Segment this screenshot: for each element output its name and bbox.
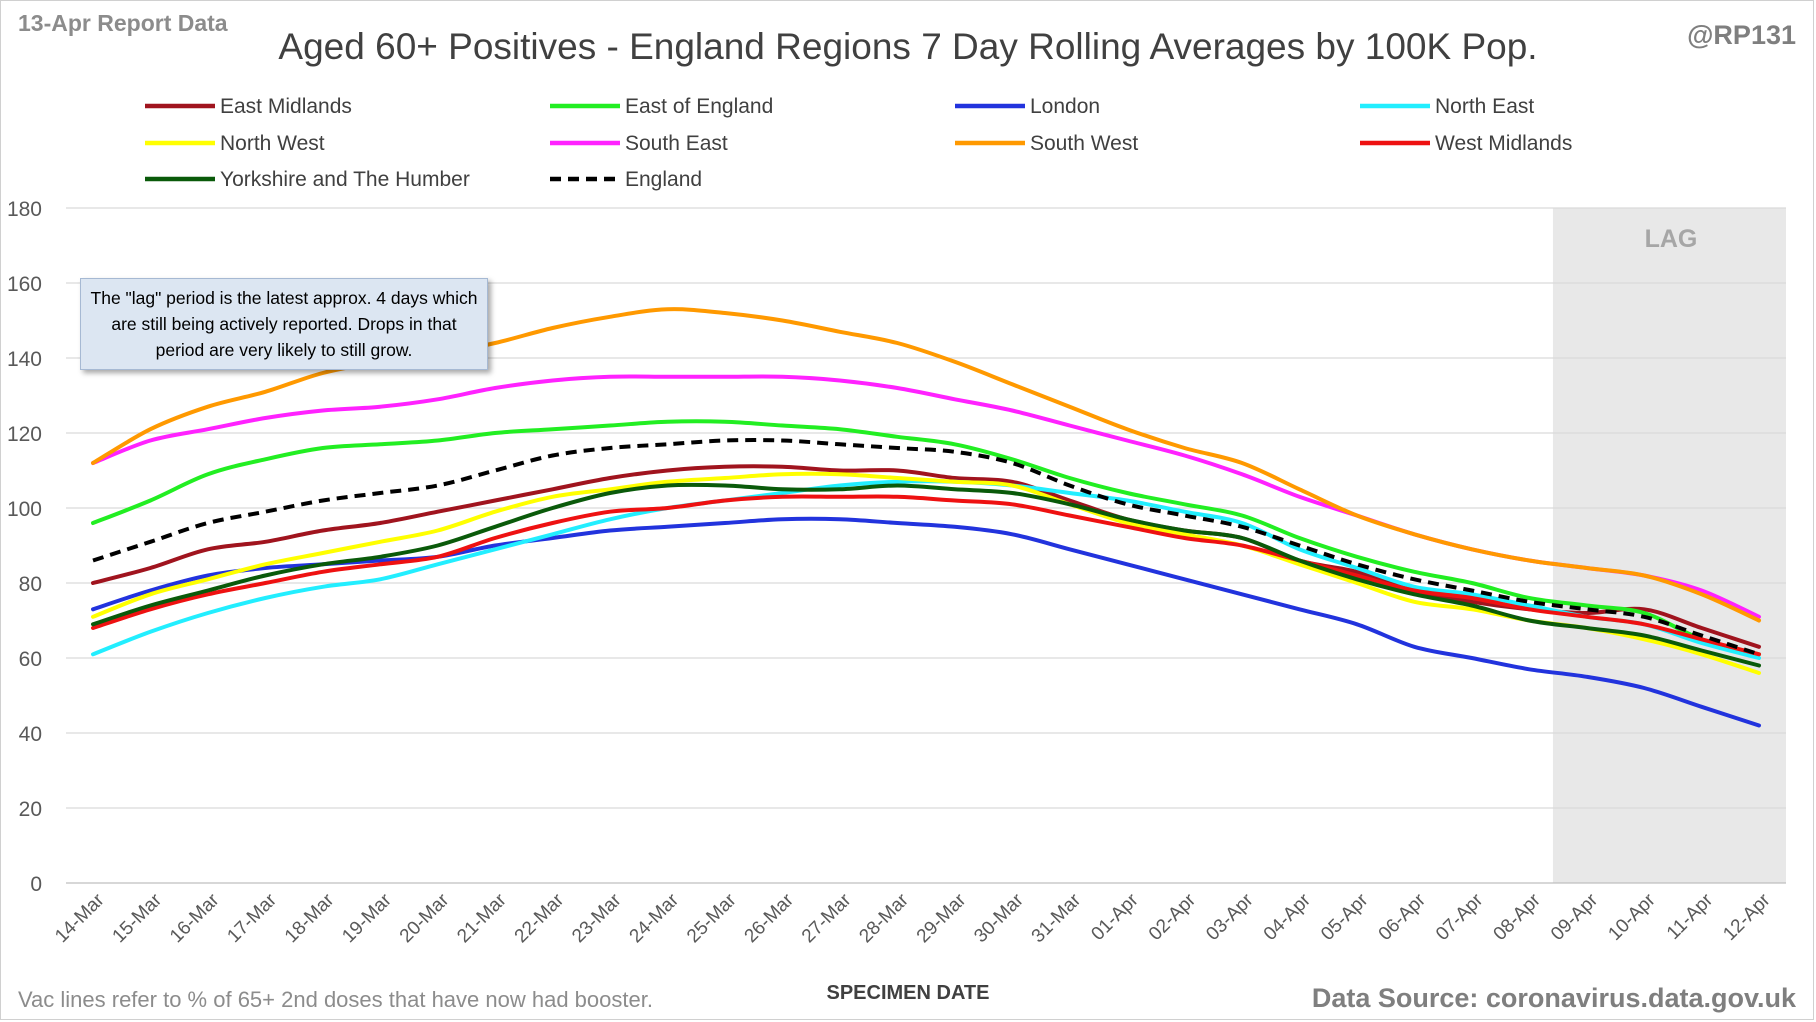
y-tick-label: 80 [19,573,42,596]
x-tick-label: 07-Apr [1432,889,1488,945]
series-line-west-midlands [91,494,1761,657]
x-tick-label: 09-Apr [1547,889,1603,945]
x-tick-label: 12-Apr [1719,889,1775,945]
series-line-yorkshire-and-the-humber [91,482,1761,668]
series-line-north-west [91,471,1761,675]
legend-label-south-west: South West [1030,132,1138,155]
y-tick-label: 60 [19,648,42,671]
x-tick-label: 14-Mar [51,889,109,947]
report-date-label: 13-Apr Report Data [18,10,228,36]
legend-label-east-of-england: East of England [625,95,773,118]
x-tick-label: 06-Apr [1375,889,1431,945]
y-tick-label: 120 [7,423,42,446]
series-line-east-of-england [91,419,1761,657]
legend-label-england: England [625,168,702,191]
x-tick-label: 01-Apr [1087,889,1143,945]
legend-label-east-midlands: East Midlands [220,95,352,118]
x-tick-label: 17-Mar [223,889,281,947]
x-tick-label: 08-Apr [1490,889,1546,945]
x-tick-label: 02-Apr [1145,889,1201,945]
x-tick-label: 04-Apr [1260,889,1316,945]
x-tick-label: 25-Mar [683,889,741,947]
x-tick-label: 18-Mar [281,889,339,947]
x-tick-label: 24-Mar [626,889,684,947]
x-tick-label: 31-Mar [1028,889,1086,947]
x-tick-label: 28-Mar [855,889,913,947]
lag-region [1552,208,1786,883]
x-tick-label: 27-Mar [798,889,856,947]
x-tick-label: 05-Apr [1317,889,1373,945]
y-tick-label: 140 [7,348,42,371]
x-tick-label: 11-Apr [1663,889,1718,944]
series-line-london [91,516,1761,728]
legend-label-north-west: North West [220,132,325,155]
legend-label-yorkshire-and-the-humber: Yorkshire and The Humber [220,168,470,191]
lag-note: The "lag" period is the latest approx. 4… [80,278,488,370]
x-axis-title: SPECIMEN DATE [826,982,990,1004]
legend-label-west-midlands: West Midlands [1435,132,1572,155]
x-tick-label: 21-Mar [453,889,511,947]
vac-note: Vac lines refer to % of 65+ 2nd doses th… [18,987,653,1012]
legend-label-london: London [1030,95,1100,118]
x-tick-label: 15-Mar [109,889,167,947]
x-tick-label: 03-Apr [1202,889,1258,945]
legend-label-south-east: South East [625,132,728,155]
author-handle: @RP131 [1687,20,1796,50]
x-tick-label: 10-Apr [1604,889,1660,945]
series-line-england [92,438,1760,657]
chart-title: Aged 60+ Positives - England Regions 7 D… [278,26,1538,67]
x-tick-label: 22-Mar [511,889,569,947]
x-tick-label: 19-Mar [338,889,396,947]
x-tick-label: 20-Mar [396,889,454,947]
legend-label-north-east: North East [1435,95,1534,118]
x-tick-label: 29-Mar [913,889,971,947]
x-tick-label: 23-Mar [568,889,626,947]
series-line-east-midlands [91,464,1761,649]
y-tick-label: 40 [19,723,42,746]
x-tick-label: 16-Mar [166,889,224,947]
y-tick-label: 160 [7,273,42,296]
x-tick-label: 26-Mar [741,889,799,947]
data-source: Data Source: coronavirus.data.gov.uk [1311,983,1796,1013]
y-tick-label: 0 [30,873,42,896]
y-tick-label: 180 [7,198,42,221]
x-tick-label: 30-Mar [970,889,1028,947]
lag-label: LAG [1645,225,1698,253]
y-tick-label: 20 [19,798,42,821]
y-tick-label: 100 [7,498,42,521]
